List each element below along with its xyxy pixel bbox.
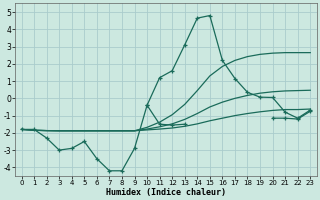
X-axis label: Humidex (Indice chaleur): Humidex (Indice chaleur)	[106, 188, 226, 197]
